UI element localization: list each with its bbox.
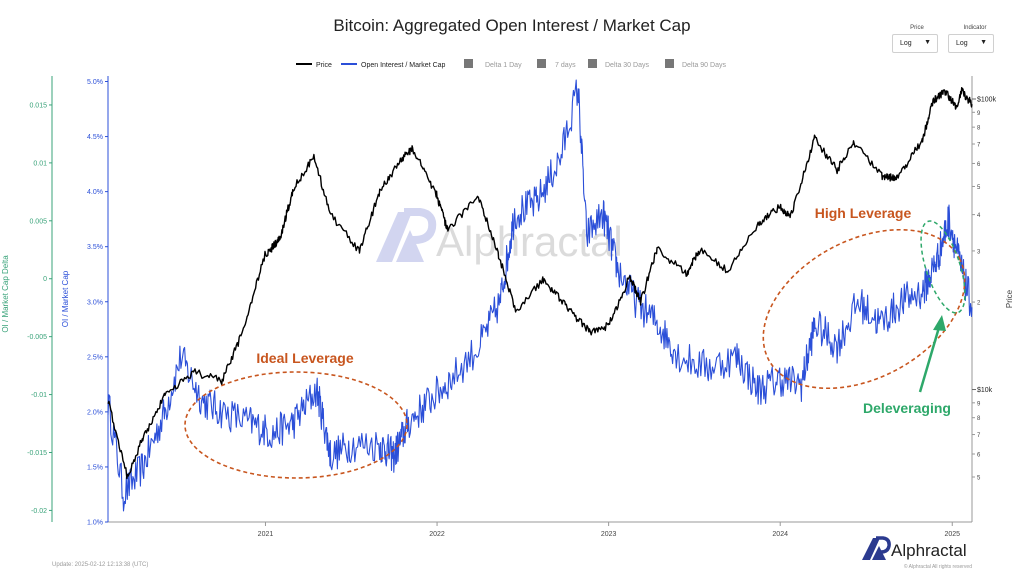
deleveraging-arrow-icon [918, 323, 942, 393]
deleveraging-ellipse [920, 220, 966, 314]
legend-oi-label[interactable]: Open Interest / Market Cap [361, 62, 446, 69]
delta-tick-label: 0 [43, 276, 47, 283]
indicator-scale-value: Log [956, 40, 968, 47]
price-minor-label: 3 [977, 249, 981, 255]
oi-axis-title: OI / Market Cap [61, 270, 70, 327]
legend-delta90-label[interactable]: Delta 90 Days [682, 62, 726, 69]
price-minor-label: 8 [977, 126, 981, 132]
price-major-label: $100k [977, 97, 997, 104]
legend-delta30-label[interactable]: Delta 30 Days [605, 62, 649, 69]
high-leverage-label: High Leverage [815, 205, 912, 221]
delta-tick-label: -0.005 [27, 334, 47, 341]
price-minor-label: 7 [977, 143, 981, 149]
oi-tick-label: 2.5% [87, 354, 103, 361]
ideal-leverage-ellipse [184, 371, 408, 479]
update-timestamp: Update: 2025-02-12 12:13:38 (UTC) [52, 562, 149, 568]
watermark-logo-icon [376, 208, 437, 262]
watermark: Alphractal [376, 208, 623, 265]
copyright-text: © Alphractal All rights reserved [903, 564, 972, 570]
x-tick-label: 2022 [429, 531, 445, 538]
high-leverage-ellipse [762, 228, 966, 390]
oi-tick-label: 2.0% [87, 409, 103, 416]
price-major-label: $10k [977, 387, 993, 394]
legend-delta7-label[interactable]: 7 days [555, 62, 576, 69]
delta-tick-label: 0.015 [29, 102, 47, 109]
price-series-line [107, 87, 973, 480]
brand-logo-icon [862, 536, 891, 560]
price-minor-label: 5 [977, 475, 981, 481]
oi-tick-label: 3.5% [87, 244, 103, 251]
ideal-leverage-label: Ideal Leverage [256, 350, 353, 366]
open-interest-market-cap-series-line [107, 79, 973, 512]
price-minor-label: 5 [977, 185, 981, 191]
indicator-scale-label: Indicator [963, 25, 987, 31]
indicator-scale-select[interactable]: Log ▼ [948, 34, 994, 53]
price-minor-label: 6 [977, 162, 981, 168]
price-minor-label: 7 [977, 433, 981, 439]
legend-delta1-swatch[interactable] [464, 59, 473, 68]
price-minor-label: 9 [977, 111, 981, 117]
delta-tick-label: 0.005 [29, 218, 47, 225]
x-tick-label: 2021 [258, 531, 274, 538]
delta-tick-label: -0.015 [27, 450, 47, 457]
legend-delta30-swatch[interactable] [588, 59, 597, 68]
price-scale-value: Log [900, 40, 912, 47]
annotations: Ideal Leverage High Leverage Deleveragin… [184, 205, 966, 479]
deleveraging-label: Deleveraging [863, 400, 951, 416]
chevron-down-icon: ▼ [924, 39, 931, 46]
oi-tick-label: 1.5% [87, 464, 103, 471]
price-scale-select[interactable]: Log ▼ [892, 34, 938, 53]
deleveraging-arrowhead-icon [933, 315, 946, 331]
oi-tick-label: 1.0% [87, 520, 103, 527]
price-minor-label: 2 [977, 301, 981, 307]
delta-tick-label: -0.01 [31, 392, 47, 399]
x-tick-label: 2025 [944, 531, 960, 538]
delta-tick-label: -0.02 [31, 508, 47, 515]
price-minor-label: 6 [977, 452, 981, 458]
chart-title: Bitcoin: Aggregated Open Interest / Mark… [333, 16, 690, 35]
price-axis-title: Price [1005, 289, 1014, 308]
chevron-down-icon: ▼ [980, 39, 987, 46]
price-scale-label: Price [910, 25, 924, 31]
oi-tick-label: 3.0% [87, 299, 103, 306]
legend-price-label[interactable]: Price [316, 62, 332, 69]
oi-tick-label: 4.5% [87, 134, 103, 141]
brand-name: Alphractal [891, 541, 967, 560]
x-tick-label: 2024 [772, 531, 788, 538]
oi-tick-label: 4.0% [87, 189, 103, 196]
price-minor-label: 4 [977, 213, 981, 219]
oi-tick-label: 5.0% [87, 79, 103, 86]
price-minor-label: 8 [977, 416, 981, 422]
legend-delta7-swatch[interactable] [537, 59, 546, 68]
price-minor-label: 9 [977, 401, 981, 407]
delta-tick-label: 0.01 [33, 160, 47, 167]
legend: Price Open Interest / Market Cap Delta 1… [296, 59, 726, 69]
legend-delta90-swatch[interactable] [665, 59, 674, 68]
legend-delta1-label[interactable]: Delta 1 Day [485, 62, 522, 69]
x-tick-label: 2023 [601, 531, 617, 538]
delta-axis-title: OI / Market Cap Delta [1, 255, 10, 333]
